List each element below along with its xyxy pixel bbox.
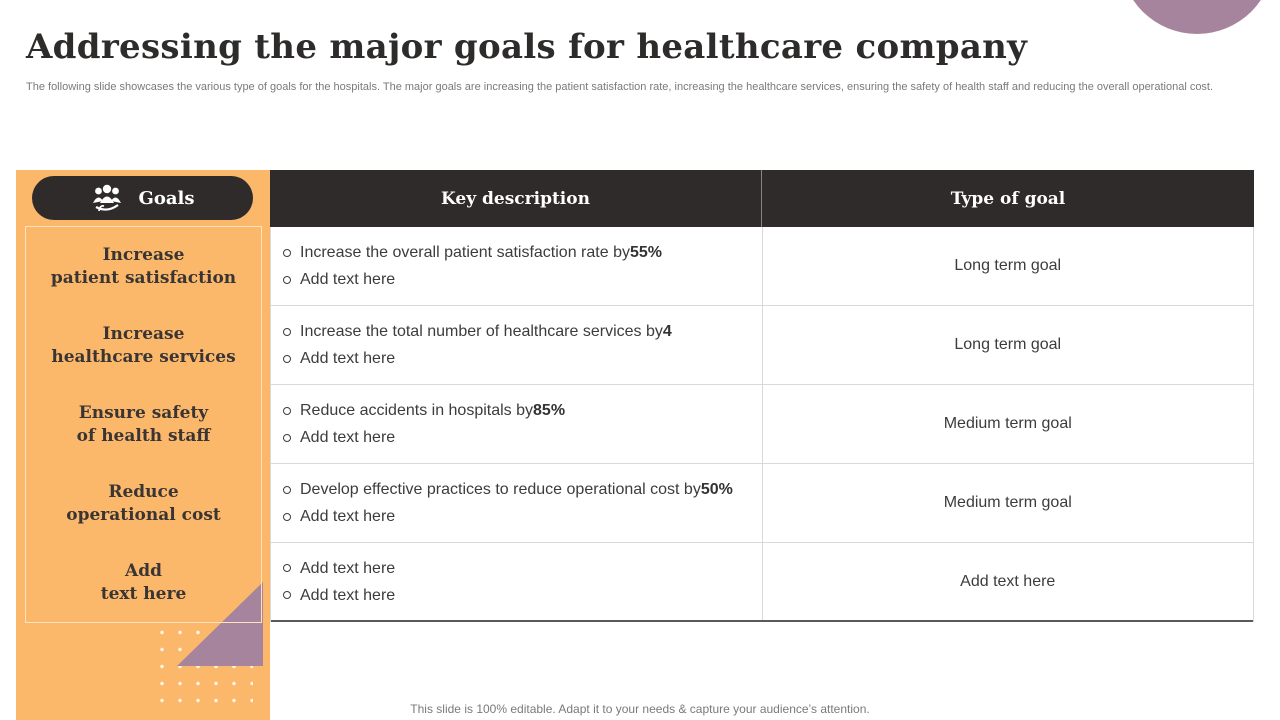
- highlight-value: 85%: [533, 402, 566, 419]
- page-title: Addressing the major goals for healthcar…: [26, 27, 1028, 67]
- description-text: Add text here: [300, 429, 396, 446]
- description-cell: Increase the overall patient satisfactio…: [271, 227, 763, 305]
- circle-bullet-icon: [283, 564, 291, 572]
- bullet-line: Add text here: [283, 558, 762, 579]
- circle-bullet-icon: [283, 512, 291, 521]
- table-header: Key description Type of goal: [270, 170, 1254, 227]
- bullet-line: Increase the overall patient satisfactio…: [283, 242, 762, 263]
- column-header-type: Type of goal: [950, 188, 1066, 209]
- page-subtitle: The following slide showcases the variou…: [26, 81, 1214, 93]
- goal-type-cell: Long term goal: [954, 257, 1062, 274]
- goal-type-cell: Long term goal: [954, 336, 1062, 353]
- description-text: Increase the overall patient satisfactio…: [300, 244, 630, 261]
- highlight-value: 55%: [629, 244, 662, 261]
- description-text: Add text here: [300, 508, 396, 525]
- table-row: Develop effective practices to reduce op…: [271, 464, 1253, 543]
- bullet-line: Add text here: [283, 506, 762, 527]
- bullet-line: Develop effective practices to reduce op…: [283, 479, 762, 500]
- circle-bullet-icon: [283, 485, 291, 494]
- bullet-line: Add text here: [283, 585, 762, 606]
- goal-item: Ensure safety of health staff: [76, 402, 211, 446]
- table-row: Increase the total number of healthcare …: [271, 306, 1253, 385]
- bullet-line: Add text here: [283, 427, 762, 448]
- circle-bullet-icon: [283, 433, 291, 442]
- highlight-value: 50%: [700, 481, 733, 498]
- team-icon: [93, 184, 122, 212]
- description-text: Develop effective practices to reduce op…: [300, 481, 701, 498]
- circle-bullet-icon: [283, 354, 291, 363]
- description-text: Add text here: [300, 559, 396, 577]
- table-row: Reduce accidents in hospitals by 85% Add…: [271, 385, 1253, 464]
- description-cell: Reduce accidents in hospitals by 85% Add…: [271, 385, 763, 463]
- highlight-value: 4: [662, 323, 672, 340]
- description-text: Increase the total number of healthcare …: [300, 323, 663, 340]
- goals-table: Increase the overall patient satisfactio…: [270, 227, 1254, 622]
- goals-header: Goals: [32, 176, 253, 220]
- bullet-line: Add text here: [283, 269, 762, 290]
- circle-bullet-icon: [283, 591, 291, 599]
- goal-type-cell: Medium term goal: [943, 415, 1072, 432]
- goal-type-cell: Add text here: [960, 572, 1056, 590]
- bullet-line: Add text here: [283, 348, 762, 369]
- goal-item: Increase healthcare services: [51, 323, 236, 367]
- goal-item: Increase patient satisfaction: [50, 244, 237, 288]
- circle-bullet-icon: [283, 327, 291, 336]
- goal-type-cell: Medium term goal: [943, 494, 1072, 511]
- bullet-line: Increase the total number of healthcare …: [283, 321, 762, 342]
- description-text: Reduce accidents in hospitals by: [300, 402, 534, 419]
- column-header-description: Key description: [270, 170, 762, 227]
- description-cell: Add text here Add text here: [271, 543, 763, 620]
- goal-item: Add text here: [100, 560, 187, 604]
- circle-bullet-icon: [283, 406, 291, 415]
- goal-item: Reduce operational cost: [66, 481, 221, 525]
- bullet-line: Reduce accidents in hospitals by 85%: [283, 400, 762, 421]
- decorative-circle: [1120, 0, 1274, 34]
- footer-note: This slide is 100% editable. Adapt it to…: [410, 702, 870, 716]
- circle-bullet-icon: [283, 275, 291, 284]
- circle-bullet-icon: [283, 248, 291, 257]
- goals-header-label: Goals: [138, 187, 195, 209]
- table-row: Add text here Add text here Add text her…: [271, 543, 1253, 622]
- description-text: Add text here: [300, 350, 396, 367]
- table-row: Increase the overall patient satisfactio…: [271, 227, 1253, 306]
- corner-triangle: [177, 582, 263, 666]
- description-cell: Develop effective practices to reduce op…: [271, 464, 763, 542]
- description-cell: Increase the total number of healthcare …: [271, 306, 763, 384]
- goals-list-frame: [25, 226, 262, 623]
- description-text: Add text here: [300, 271, 396, 288]
- description-text: Add text here: [300, 586, 396, 604]
